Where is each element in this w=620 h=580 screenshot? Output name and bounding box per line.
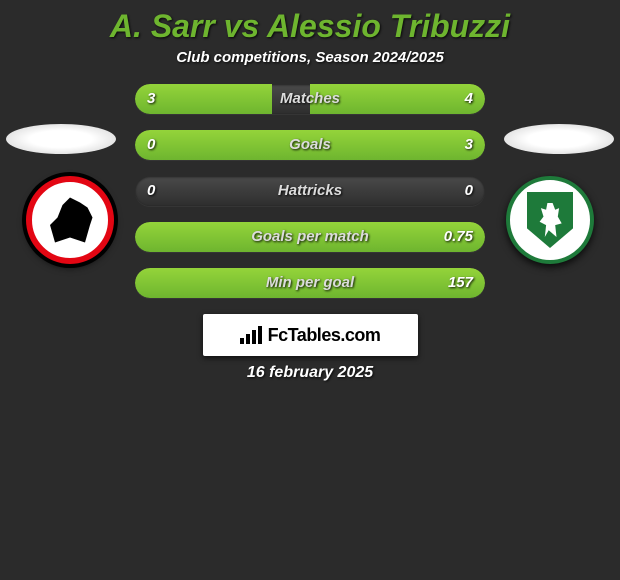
- comparison-subtitle: Club competitions, Season 2024/2025: [0, 49, 620, 66]
- stat-label: Goals per match: [135, 222, 485, 252]
- stat-label: Hattricks: [135, 176, 485, 206]
- stat-label: Min per goal: [135, 268, 485, 298]
- fctables-logo: FcTables.com: [203, 314, 418, 356]
- stat-value-right: 0: [465, 176, 473, 206]
- player-left-portrait: [6, 124, 116, 154]
- club-badge-left: [20, 176, 120, 264]
- comparison-title: A. Sarr vs Alessio Tribuzzi: [0, 0, 620, 49]
- stat-label: Goals: [135, 130, 485, 160]
- stat-value-right: 4: [465, 84, 473, 114]
- stat-value-right: 0.75: [444, 222, 473, 252]
- club-badge-left-silhouette-icon: [45, 195, 95, 245]
- stat-row-matches: 3 Matches 4: [135, 84, 485, 114]
- player-right-portrait: [504, 124, 614, 154]
- stat-row-hattricks: 0 Hattricks 0: [135, 176, 485, 206]
- club-badge-right: [500, 176, 600, 264]
- stat-value-right: 3: [465, 130, 473, 160]
- stat-row-min-per-goal: Min per goal 157: [135, 268, 485, 298]
- bar-chart-icon: [240, 326, 262, 344]
- stat-row-goals-per-match: Goals per match 0.75: [135, 222, 485, 252]
- stats-panel: 3 Matches 4 0 Goals 3 0 Hattricks 0 Goal…: [135, 84, 485, 298]
- comparison-date: 16 february 2025: [0, 364, 620, 382]
- stat-row-goals: 0 Goals 3: [135, 130, 485, 160]
- stat-label: Matches: [135, 84, 485, 114]
- fctables-logo-text: FcTables.com: [268, 325, 381, 346]
- stat-value-right: 157: [448, 268, 473, 298]
